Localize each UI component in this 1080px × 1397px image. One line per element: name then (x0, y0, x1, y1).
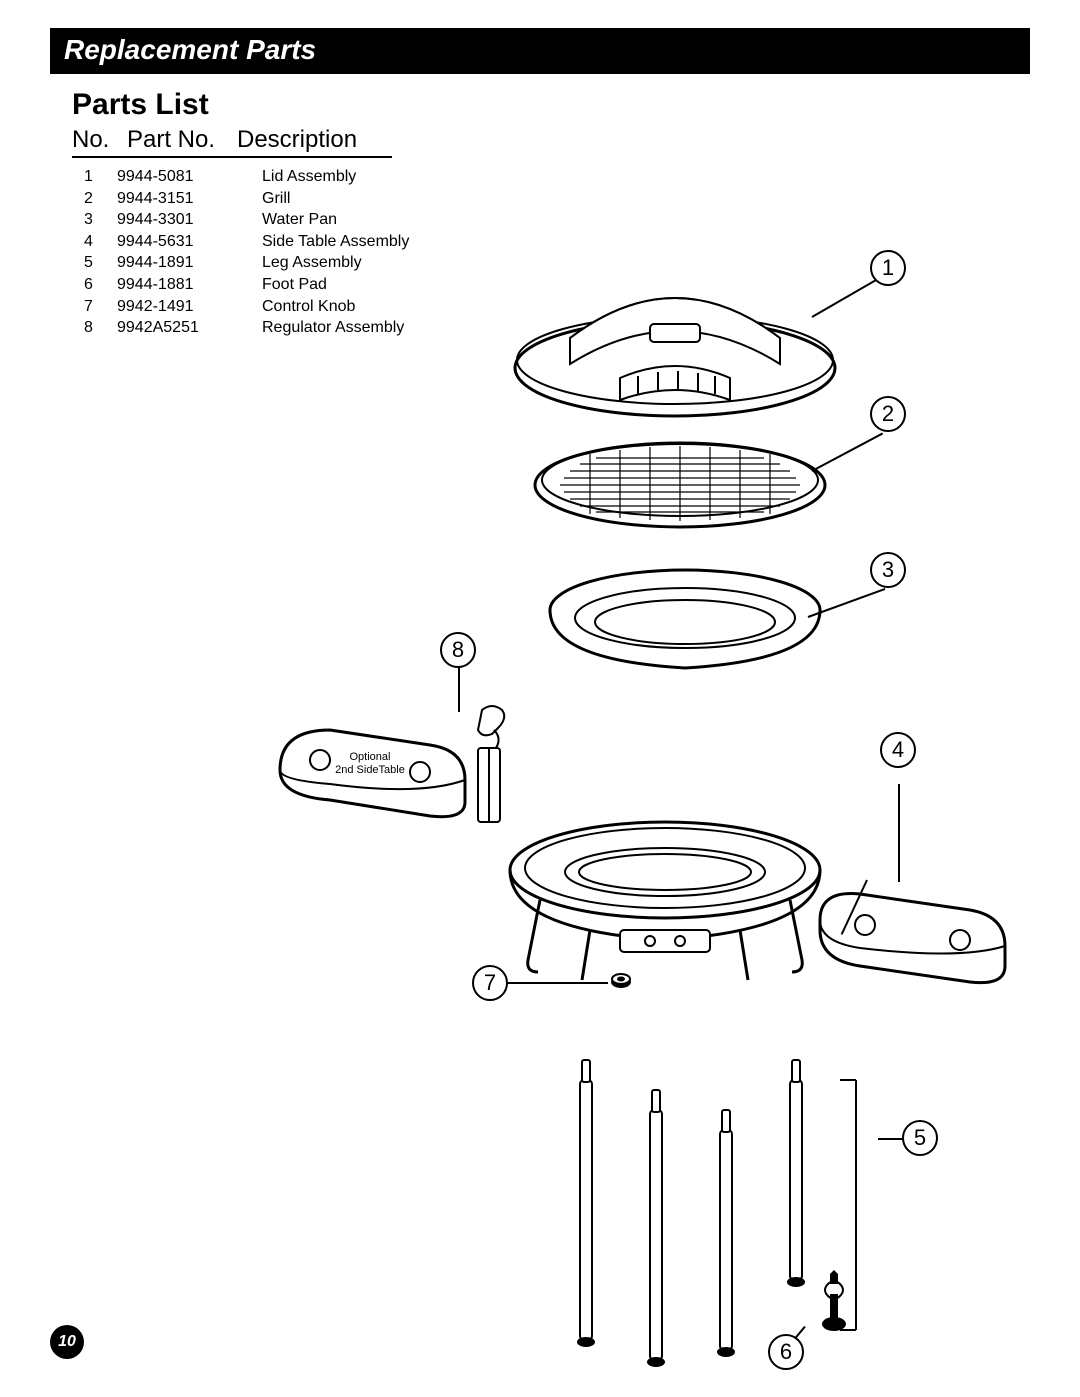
optional-label-line2: 2nd SideTable (335, 764, 405, 776)
banner-title: Replacement Parts (64, 34, 316, 65)
header-no: No. (72, 126, 127, 154)
page-number: 10 (58, 1333, 76, 1351)
cell-part: 9944-1881 (117, 274, 262, 296)
cell-no: 8 (72, 317, 117, 339)
cell-part: 9944-5631 (117, 231, 262, 253)
cell-desc: Water Pan (262, 209, 1030, 231)
cell-part: 9942-1491 (117, 296, 262, 318)
callout-5: 5 (902, 1120, 938, 1156)
cell-desc: Side Table Assembly (262, 231, 1030, 253)
callout-7: 7 (472, 965, 508, 1001)
callout-2: 2 (870, 396, 906, 432)
header-desc: Description (237, 126, 392, 154)
part-body-burner (500, 790, 830, 1000)
cell-desc: Lid Assembly (262, 166, 1030, 188)
part-foot-pad (810, 1270, 860, 1340)
leader-5 (878, 1138, 904, 1140)
cell-no: 6 (72, 274, 117, 296)
leader-4b (898, 784, 900, 882)
leader-7 (506, 982, 608, 984)
part-lid-assembly (510, 268, 840, 428)
cell-no: 4 (72, 231, 117, 253)
page: Replacement Parts Parts List No. Part No… (0, 0, 1080, 1397)
cell-no: 2 (72, 188, 117, 210)
callout-1: 1 (870, 250, 906, 286)
callout-8: 8 (440, 632, 476, 668)
cell-desc: Grill (262, 188, 1030, 210)
part-control-knob (606, 968, 636, 992)
cell-part: 9944-1891 (117, 252, 262, 274)
parts-list-title: Parts List (72, 88, 1030, 122)
cell-part: 9944-3301 (117, 209, 262, 231)
table-row: 19944-5081Lid Assembly (72, 166, 1030, 188)
section-banner: Replacement Parts (50, 28, 1030, 74)
callout-6: 6 (768, 1334, 804, 1370)
page-number-badge: 10 (50, 1325, 84, 1359)
cell-no: 1 (72, 166, 117, 188)
cell-part: 9944-5081 (117, 166, 262, 188)
header-part: Part No. (127, 126, 237, 154)
cell-part: 9942A5251 (117, 317, 262, 339)
cell-no: 3 (72, 209, 117, 231)
part-side-table (810, 870, 1010, 1000)
cell-no: 7 (72, 296, 117, 318)
table-row: 39944-3301Water Pan (72, 209, 1030, 231)
part-side-table-optional: Optional 2nd SideTable (270, 710, 470, 840)
cell-part: 9944-3151 (117, 188, 262, 210)
table-header: No. Part No. Description (72, 126, 392, 158)
leader-8 (458, 666, 460, 712)
callout-3: 3 (870, 552, 906, 588)
cell-no: 5 (72, 252, 117, 274)
table-row: 29944-3151Grill (72, 188, 1030, 210)
part-grill (530, 430, 830, 540)
callout-4: 4 (880, 732, 916, 768)
optional-label-line1: Optional (350, 751, 391, 763)
part-water-pan (545, 560, 825, 680)
